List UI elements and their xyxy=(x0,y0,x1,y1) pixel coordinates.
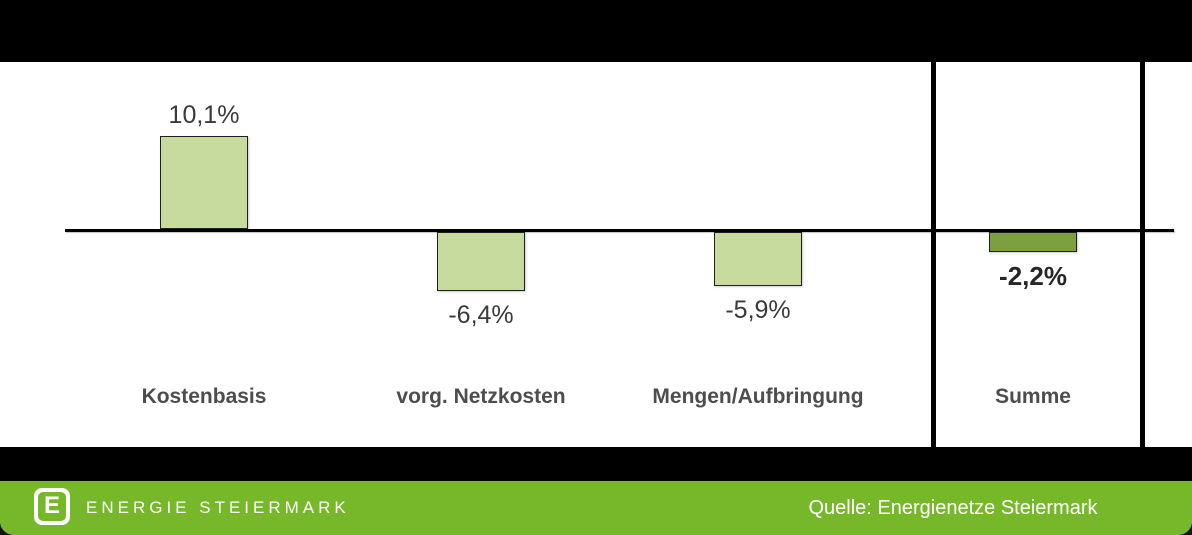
logo-letter: E xyxy=(43,491,60,519)
logo-e-icon: E xyxy=(38,492,66,521)
bar-summe xyxy=(989,232,1077,252)
value-label-kostenbasis: 10,1% xyxy=(168,101,240,129)
category-label-summe: Summe xyxy=(995,385,1071,408)
category-label-vorg-netzkosten: vorg. Netzkosten xyxy=(396,385,566,408)
value-label-vorg-netzkosten: -6,4% xyxy=(448,301,514,329)
bar-kostenbasis xyxy=(160,136,248,229)
bar-mengen-aufbringung xyxy=(714,232,802,286)
top-black-bar xyxy=(0,0,1192,62)
zero-axis-line xyxy=(65,229,1174,232)
category-label-mengen-aufbringung: Mengen/Aufbringung xyxy=(652,385,864,408)
category-label-kostenbasis: Kostenbasis xyxy=(141,385,267,408)
value-label-summe: -2,2% xyxy=(999,261,1067,291)
bar-vorg-netzkosten xyxy=(437,232,525,291)
bottom-black-band xyxy=(0,447,1192,481)
energie-steiermark-logo: E xyxy=(34,488,70,525)
brand-name: ENERGIE STEIERMARK xyxy=(86,498,350,517)
footer-bar: E ENERGIE STEIERMARK Quelle: Energienetz… xyxy=(0,481,1192,535)
summe-left-separator-line xyxy=(931,62,936,447)
bar-chart-plot-area xyxy=(0,62,1192,447)
value-label-mengen-aufbringung: -5,9% xyxy=(725,296,791,324)
summe-right-separator-line xyxy=(1140,62,1145,447)
source-credit: Quelle: Energienetze Steiermark xyxy=(808,496,1098,519)
